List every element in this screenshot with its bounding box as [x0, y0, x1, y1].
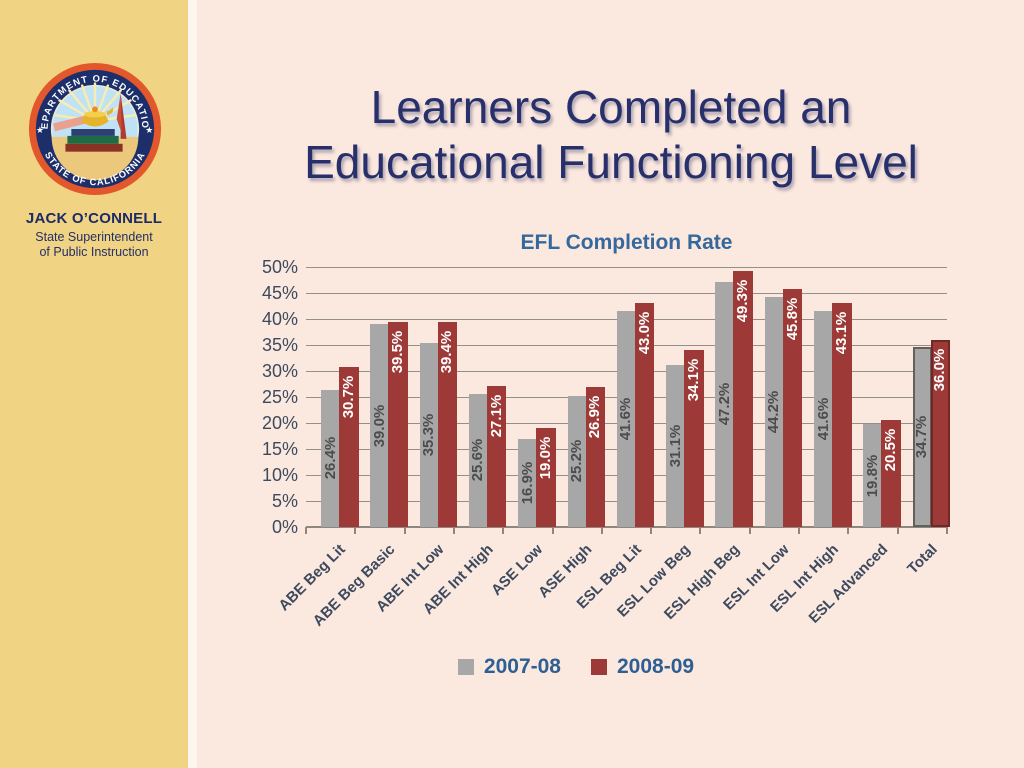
- gridline: [306, 292, 947, 294]
- bar-value-label: 31.1%: [666, 424, 684, 468]
- y-axis-tick-label: 50%: [261, 257, 298, 277]
- x-axis-tick: [946, 527, 948, 534]
- bar-value-label: 36.0%: [931, 348, 949, 392]
- x-axis-tick: [896, 527, 899, 534]
- chart-legend: 2007-08 2008-09: [306, 655, 846, 679]
- legend-item: 2008-09: [591, 655, 694, 679]
- bar-2008-09: [339, 367, 359, 527]
- y-axis-tick-label: 45%: [261, 283, 298, 303]
- bar-2008-09: [536, 428, 556, 527]
- y-axis-tick-label: 15%: [261, 439, 298, 459]
- bar-value-label: 26.9%: [586, 395, 604, 439]
- bar-2008-09: [684, 349, 704, 527]
- bar-value-label: 43.1%: [832, 311, 850, 355]
- y-axis-tick-label: 0%: [271, 517, 298, 537]
- x-axis-tick: [650, 527, 653, 534]
- bar-value-label: 26.4%: [321, 437, 339, 480]
- bar-value-label: 30.7%: [339, 376, 357, 419]
- y-axis-tick-label: 10%: [261, 465, 298, 485]
- x-axis-tick: [600, 527, 603, 534]
- chart-title: EFL Completion Rate: [520, 231, 733, 254]
- bar-2007-08: [321, 389, 340, 527]
- bar-value-label: 44.2%: [765, 390, 783, 434]
- category-label: Total: [903, 541, 941, 578]
- x-axis-tick: [502, 527, 505, 534]
- slide-title-line2: Educational Functioning Level: [304, 136, 918, 189]
- bar-2008-09: [585, 387, 606, 527]
- legend-label: 2008-09: [617, 655, 695, 678]
- bar-2007-08: [468, 393, 488, 527]
- bar-2008-09: [486, 386, 507, 527]
- y-axis-tick-label: 5%: [271, 491, 298, 511]
- sidebar-divider: [188, 0, 197, 768]
- legend-item: 2007-08: [457, 655, 561, 679]
- bar-value-label: 39.4%: [438, 330, 456, 374]
- bar-value-label: 47.2%: [715, 383, 733, 426]
- bar-value-label: 19.0%: [536, 436, 554, 480]
- bar-value-label: 41.6%: [617, 397, 635, 441]
- y-axis-tick-label: 35%: [261, 335, 298, 355]
- legend-swatch-icon: [591, 659, 607, 675]
- bar-value-label: 43.0%: [635, 312, 653, 355]
- bar-2007-08: [518, 439, 538, 527]
- x-axis-tick: [551, 527, 554, 534]
- x-axis-tick: [452, 527, 455, 534]
- bar-value-label: 19.8%: [863, 454, 881, 497]
- bar-2007-08: [616, 310, 636, 527]
- bar-2008-09: [634, 303, 655, 527]
- superintendent-name: JACK O’CONNELL: [25, 210, 163, 227]
- bar-2008-09: [437, 322, 458, 527]
- slide-title-line1: Learners Completed an: [370, 81, 852, 133]
- superintendent-title-line2: of Public Instruction: [39, 245, 149, 260]
- superintendent-title-line1: State Superintendent: [35, 230, 153, 244]
- bar-value-label: 34.1%: [684, 358, 702, 401]
- x-axis-tick: [748, 527, 751, 534]
- bar-2007-08: [863, 424, 883, 527]
- bar-2007-08: [764, 297, 784, 527]
- y-axis-tick-label: 25%: [261, 387, 298, 407]
- bar-value-label: 45.8%: [783, 297, 801, 341]
- bar-2008-09: [881, 420, 901, 527]
- gridline: [306, 266, 947, 268]
- bar-2007-08: [567, 395, 587, 527]
- bar-2007-08: [715, 281, 735, 527]
- x-axis-tick: [798, 527, 801, 534]
- bar-value-label: 41.6%: [814, 397, 832, 441]
- bar-2007-08: [370, 324, 390, 527]
- bar-value-label: 20.5%: [882, 429, 900, 472]
- legend-swatch-icon: [457, 659, 474, 675]
- bar-2008-09: [733, 270, 753, 527]
- x-axis-tick: [354, 527, 357, 534]
- bar-value-label: 49.3%: [734, 279, 752, 322]
- slide-title: Learners Completed an Educational Functi…: [198, 80, 1024, 190]
- bar-value-label: 34.7%: [913, 415, 931, 459]
- x-axis-tick: [699, 527, 702, 534]
- bar-2007-08: [666, 365, 686, 527]
- bar-2007-08: [419, 343, 439, 527]
- bar-2008-09: [388, 321, 408, 527]
- y-axis-tick-label: 20%: [261, 413, 298, 433]
- superintendent-title: State Superintendent of Public Instructi…: [0, 230, 188, 261]
- bar-2007-08: [814, 310, 834, 527]
- x-axis-tick: [403, 527, 406, 534]
- california-doe-seal-icon: DEPARTMENT OF EDUCATION STATE OF CALIFOR…: [26, 60, 162, 196]
- bar-value-label: 39.0%: [370, 404, 388, 447]
- bar-2008-09: [782, 288, 803, 527]
- seal-star-right-icon: ★: [145, 125, 153, 135]
- bar-value-label: 27.1%: [487, 394, 505, 438]
- seal-star-left-icon: ★: [36, 125, 44, 135]
- sidebar: DEPARTMENT OF EDUCATION STATE OF CALIFOR…: [0, 0, 188, 768]
- bar-value-label: 35.3%: [420, 413, 438, 457]
- bar-value-label: 25.6%: [469, 439, 487, 482]
- legend-label: 2007-08: [483, 655, 561, 678]
- bar-value-label: 16.9%: [518, 461, 536, 505]
- bar-2008-09: [832, 302, 852, 527]
- bar-value-label: 39.5%: [389, 330, 407, 373]
- y-axis-tick-label: 30%: [261, 361, 298, 381]
- x-axis-tick: [847, 527, 850, 534]
- y-axis-tick-label: 40%: [261, 309, 298, 329]
- bar-2008-09: [930, 339, 951, 527]
- x-axis-tick: [305, 527, 307, 534]
- x-axis-line: [306, 526, 947, 528]
